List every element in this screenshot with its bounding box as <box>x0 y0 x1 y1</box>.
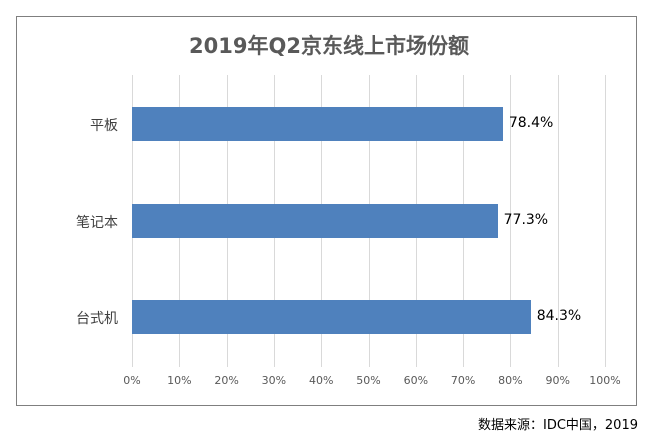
value-label: 77.3% <box>503 212 549 228</box>
bar <box>132 107 503 141</box>
x-tick-label: 0% <box>123 374 141 387</box>
x-tick-label: 30% <box>261 374 287 387</box>
x-tick-label: 80% <box>498 374 523 387</box>
gridline <box>605 75 606 367</box>
x-tick-label: 70% <box>450 374 476 387</box>
x-tick-label: 40% <box>308 374 334 387</box>
bar <box>132 204 498 238</box>
x-tick-label: 10% <box>167 374 192 387</box>
bar <box>132 300 531 334</box>
value-label: 78.4% <box>508 115 554 131</box>
x-tick-label: 20% <box>214 374 239 387</box>
category-label: 平板 <box>90 118 118 134</box>
x-tick-label: 60% <box>403 374 429 387</box>
value-label: 84.3% <box>536 308 582 324</box>
source-note: 数据来源：IDC中国，2019 <box>477 418 638 433</box>
x-tick-label: 90% <box>545 374 570 387</box>
gridline <box>557 75 559 367</box>
x-tick-label: 50% <box>356 374 381 387</box>
category-label: 笔记本 <box>76 215 118 231</box>
chart-title: 2019年Q2京东线上市场份额 <box>189 34 469 58</box>
x-tick-label: 100% <box>589 374 621 387</box>
category-label: 台式机 <box>76 311 118 327</box>
gridline <box>510 75 512 367</box>
